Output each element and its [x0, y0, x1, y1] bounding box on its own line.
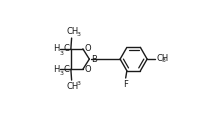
Text: 3: 3 [59, 51, 63, 56]
Text: CH: CH [156, 54, 168, 63]
Text: O: O [85, 65, 91, 74]
Text: CH: CH [66, 27, 78, 36]
Text: 3: 3 [77, 32, 81, 37]
Text: 3: 3 [59, 71, 63, 76]
Text: B: B [92, 55, 97, 64]
Text: H: H [53, 44, 59, 53]
Text: O: O [85, 44, 91, 53]
Text: 3: 3 [161, 58, 165, 63]
Text: F: F [123, 80, 128, 89]
Text: H: H [53, 65, 59, 74]
Text: 3: 3 [77, 81, 81, 86]
Text: C: C [64, 65, 69, 74]
Text: CH: CH [66, 82, 78, 91]
Text: C: C [64, 44, 69, 53]
